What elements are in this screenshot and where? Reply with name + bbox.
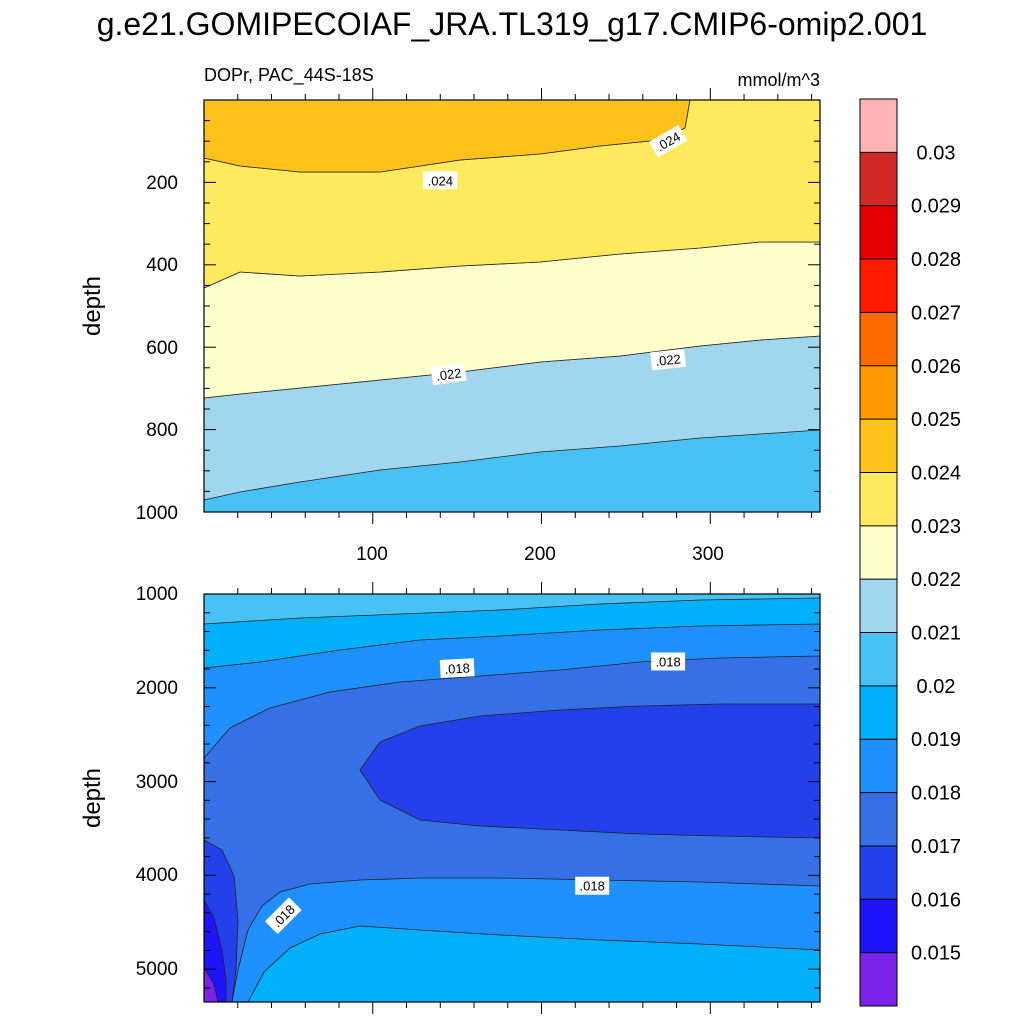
colorbar-level-label: 0.016	[911, 889, 961, 911]
lower-ytick-label: 5000	[136, 959, 178, 980]
colorbar-swatch	[860, 419, 897, 473]
colorbar-level-label: 0.017	[911, 836, 961, 858]
colorbar-level-label: 0.021	[911, 623, 961, 645]
colorbar-level-label: 0.024	[911, 463, 961, 485]
colorbar-swatch	[860, 525, 897, 580]
contour-label: .018	[439, 658, 475, 678]
upper-ytick-label: 800	[146, 420, 178, 441]
colorbar-level-label: 0.02	[917, 676, 956, 698]
colorbar-level-label: 0.025	[911, 409, 961, 431]
colorbar-swatch	[860, 365, 897, 420]
svg-text:.018: .018	[580, 879, 605, 894]
svg-text:.024: .024	[428, 173, 453, 188]
colorbar-level-label: 0.019	[911, 729, 961, 751]
lower-y-axis-label: depth	[79, 768, 106, 828]
upper-ytick-label: 200	[146, 173, 178, 194]
colorbar-labels: 0.03 0.029 0.028 0.027 0.026 0.025 0.024 0.023 0…	[911, 142, 961, 964]
colorbar-level-label: 0.026	[911, 356, 961, 378]
upper-ticks	[204, 88, 820, 524]
colorbar-swatch	[860, 899, 897, 954]
colorbar	[859, 98, 898, 1007]
colorbar-swatch	[860, 259, 897, 313]
colorbar-level-label: 0.023	[911, 516, 961, 538]
upper-xtick-label: 100	[356, 544, 388, 565]
lower-panel: 1000 2000 3000 4000 5000 depth .018 .018…	[79, 582, 821, 1014]
colorbar-swatch	[860, 152, 897, 207]
colorbar-frame	[859, 98, 898, 1007]
colorbar-level-label: 0.022	[911, 569, 961, 591]
colorbar-level-label: 0.03	[917, 142, 956, 164]
contour-label: .024	[423, 171, 458, 190]
colorbar-swatch	[860, 739, 897, 794]
upper-xtick-label: 300	[692, 544, 724, 565]
contour-label: .022	[430, 362, 467, 386]
colorbar-level-label: 0.028	[911, 249, 961, 271]
lower-ytick-label: 1000	[136, 584, 178, 605]
colorbar-level-label: 0.018	[911, 783, 961, 805]
upper-ytick-label: 1000	[136, 503, 178, 524]
lower-ytick-label: 2000	[136, 678, 178, 699]
svg-text:.022: .022	[435, 365, 462, 383]
colorbar-level-label: 0.027	[911, 302, 961, 324]
colorbar-swatch	[860, 845, 897, 900]
contour-label: .018	[575, 876, 610, 895]
colorbar-swatch	[860, 579, 897, 634]
svg-text:.018: .018	[655, 655, 680, 670]
lower-ticks	[204, 582, 820, 1014]
contour-label: .018	[651, 652, 686, 671]
colorbar-level-label: 0.015	[911, 943, 961, 965]
lower-plot-frame	[203, 593, 821, 1003]
colorbar-swatch	[860, 952, 897, 1007]
contour-label: .024	[648, 124, 688, 158]
units-label: mmol/m^3	[738, 70, 820, 90]
band-017-018-core	[359, 703, 821, 839]
upper-y-axis-label: depth	[79, 276, 106, 336]
colorbar-swatch	[860, 312, 897, 367]
upper-ytick-label: 400	[146, 255, 178, 276]
upper-xtick-label: 200	[524, 544, 556, 565]
colorbar-swatch	[860, 205, 897, 260]
variable-region-label: DOPr, PAC_44S-18S	[204, 65, 374, 86]
colorbar-swatch	[860, 685, 897, 740]
upper-panel: DOPr, PAC_44S-18S mmol/m^3 200 400 600 8…	[79, 65, 821, 565]
colorbar-swatch	[860, 792, 897, 847]
colorbar-swatch	[860, 472, 897, 527]
contour-label: .022	[650, 348, 686, 371]
lower-ytick-label: 3000	[136, 772, 178, 793]
svg-text:.022: .022	[655, 351, 682, 369]
lower-ytick-label: 4000	[136, 865, 178, 886]
page-title: g.e21.GOMIPECOIAF_JRA.TL319_g17.CMIP6-om…	[96, 6, 928, 42]
colorbar-swatch	[860, 99, 897, 153]
colorbar-level-label: 0.029	[911, 196, 961, 218]
upper-ytick-label: 600	[146, 338, 178, 359]
svg-text:.018: .018	[444, 660, 470, 676]
colorbar-swatch	[860, 632, 897, 687]
